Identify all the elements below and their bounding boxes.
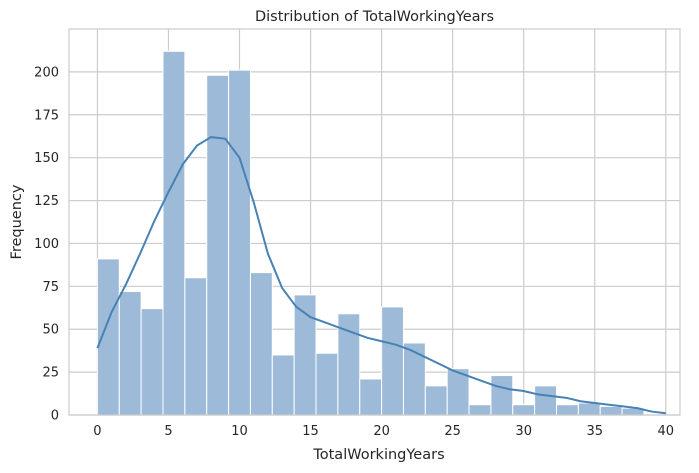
kde-curve-layer: [96, 136, 666, 415]
histogram-bar: [359, 378, 383, 416]
histogram-bar: [96, 258, 120, 416]
kde-line: [96, 136, 666, 415]
y-tick-label: 50: [42, 323, 59, 338]
histogram-bar: [599, 405, 623, 416]
y-tick-label: 200: [34, 65, 59, 80]
histogram-bar: [468, 404, 492, 416]
x-tick-label: 5: [164, 424, 172, 439]
y-tick-label: 100: [34, 237, 59, 252]
x-tick-label: 30: [515, 424, 532, 439]
histogram-bar: [315, 352, 339, 416]
y-tick-label: 0: [51, 409, 59, 424]
histogram-bar: [512, 404, 536, 416]
histogram-bar: [206, 74, 230, 416]
histogram-bar: [555, 404, 579, 416]
histogram-bar: [184, 277, 208, 416]
x-tick-label: 35: [586, 424, 603, 439]
histogram-bar: [424, 385, 448, 416]
x-tick-labels: 0 5 10 15 20 25 30 35 40: [93, 424, 674, 439]
histogram-bar: [577, 402, 601, 416]
x-tick-label: 0: [93, 424, 101, 439]
histogram-bar: [228, 69, 251, 416]
y-tick-label: 75: [42, 280, 59, 295]
histogram-bar: [402, 342, 426, 416]
histogram-bars: [96, 50, 645, 416]
histogram-bar: [249, 272, 273, 416]
x-tick-label: 25: [444, 424, 461, 439]
histogram-bar: [534, 385, 557, 416]
histogram-bar: [271, 354, 295, 416]
histogram-bar: [162, 50, 186, 416]
chart-title: Distribution of TotalWorkingYears: [255, 9, 494, 25]
histogram-bar: [490, 375, 514, 416]
x-axis-label: TotalWorkingYears: [312, 447, 444, 463]
y-tick-label: 175: [34, 108, 59, 123]
histogram-bar: [140, 308, 164, 416]
y-tick-labels: 0 25 50 75 100 125 150 175 200: [34, 65, 59, 423]
x-tick-label: 20: [373, 424, 390, 439]
histogram-bar: [118, 290, 142, 416]
y-tick-label: 150: [34, 151, 59, 166]
x-tick-label: 40: [658, 424, 675, 439]
y-tick-label: 25: [42, 366, 59, 381]
y-axis-label: Frequency: [9, 184, 25, 259]
x-tick-label: 10: [231, 424, 248, 439]
y-tick-label: 125: [34, 194, 59, 209]
x-tick-label: 15: [302, 424, 319, 439]
histogram-bar: [381, 306, 404, 416]
plot-frame: [68, 28, 681, 416]
